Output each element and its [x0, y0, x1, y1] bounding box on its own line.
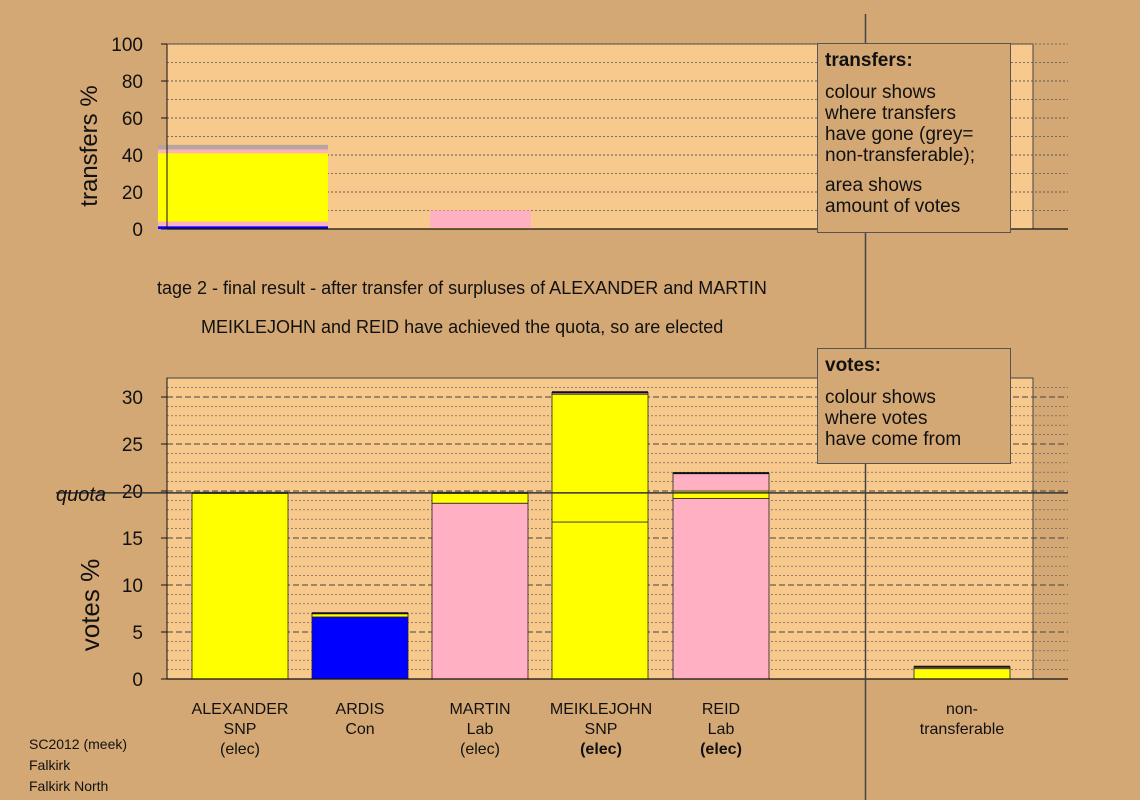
votes-axis-label: votes %: [75, 559, 105, 652]
transfer-segment-alexander: [158, 153, 328, 222]
candidate-label-ardis: ARDIS Con: [295, 700, 425, 740]
quota-label: quota: [56, 484, 106, 506]
vote-segment-reid: [672, 490, 770, 499]
transfer-segment-alexander: [158, 226, 328, 229]
transfers-legend-title: transfers:: [825, 50, 913, 71]
vote-segment-ardis: [311, 616, 409, 680]
transfers-tick-label: 0: [132, 220, 143, 241]
nontransferable-label-line: transferable: [919, 721, 1005, 738]
footer-ward: Falkirk North: [29, 778, 109, 794]
candidate-name: MEIKLEJOHN: [549, 701, 653, 718]
transfers-legend-line: area shows: [825, 175, 923, 196]
candidate-name: ARDIS: [335, 701, 385, 718]
candidate-name: REID: [701, 701, 741, 718]
transfer-segment-martin: [430, 210, 531, 229]
stage-description: tage 2 - final result - after transfer o…: [157, 278, 767, 298]
votes-legend-title: votes:: [825, 355, 881, 376]
candidate-status: (elec): [459, 741, 500, 758]
candidate-label-meiklejohn: MEIKLEJOHN SNP (elec): [536, 700, 666, 760]
nontransferable-label: non- transferable: [897, 700, 1027, 740]
vote-segment-non-transferable: [913, 668, 1011, 680]
votes-tick-label: 0: [132, 670, 143, 691]
vote-segment-reid: [672, 498, 770, 680]
vote-segment-meiklejohn: [551, 521, 649, 680]
transfers-axis-label: transfers %: [76, 85, 103, 206]
transfer-segment-alexander: [158, 221, 328, 227]
transfers-tick-label: 40: [122, 146, 143, 167]
votes-legend-box: votes: colour shows where votes have com…: [817, 348, 1011, 464]
candidate-label-alexander: ALEXANDER SNP (elec): [175, 700, 305, 760]
transfers-tick-label: 100: [111, 35, 143, 56]
transfers-tick-label: 20: [122, 183, 143, 204]
candidate-name: MARTIN: [449, 701, 511, 718]
candidate-party: Lab: [466, 721, 494, 738]
candidate-party: Lab: [707, 721, 735, 738]
transfers-tick-label: 80: [122, 72, 143, 93]
transfer-segment-alexander: [158, 144, 328, 150]
votes-legend-line: where votes: [825, 408, 928, 429]
transfers-legend-line: non-transferable);: [825, 145, 975, 166]
transfers-legend-line: amount of votes: [825, 196, 961, 217]
transfer-segment-alexander: [158, 149, 328, 154]
candidate-status: (elec): [580, 741, 622, 758]
candidate-party: Con: [345, 721, 375, 738]
footer-system: SC2012 (meek): [29, 736, 128, 752]
votes-tick-label: 10: [122, 576, 143, 597]
vote-segment-martin: [431, 502, 529, 680]
votes-tick-label: 5: [132, 623, 143, 644]
votes-legend-line: have come from: [825, 429, 962, 450]
candidate-name: ALEXANDER: [191, 701, 289, 718]
transfers-tick-label: 60: [122, 109, 143, 130]
candidate-label-reid: REID Lab (elec): [656, 700, 786, 760]
elected-note: MEIKLEJOHN and REID have achieved the qu…: [201, 317, 724, 337]
footer-council: Falkirk: [29, 757, 71, 773]
transfers-legend-line: have gone (grey=: [825, 124, 974, 145]
votes-tick-label: 30: [122, 388, 143, 409]
vote-segment-meiklejohn: [551, 393, 649, 523]
candidate-label-martin: MARTIN Lab (elec): [415, 700, 545, 760]
candidate-status: (elec): [219, 741, 260, 758]
votes-tick-label: 25: [122, 435, 143, 456]
transfers-legend-line: colour shows: [825, 82, 936, 103]
vote-segment-reid: [672, 472, 770, 492]
candidate-status: (elec): [700, 741, 742, 758]
votes-tick-label: 15: [122, 529, 143, 550]
nontransferable-label-line: non-: [945, 701, 979, 718]
vote-segment-alexander: [191, 492, 289, 680]
candidate-party: SNP: [223, 721, 257, 738]
vote-segment-martin: [431, 492, 529, 504]
votes-legend-line: colour shows: [825, 387, 936, 408]
transfers-legend-line: where transfers: [825, 103, 956, 124]
candidate-party: SNP: [584, 721, 618, 738]
transfers-legend-box: transfers: colour shows where transfers …: [817, 43, 1011, 233]
